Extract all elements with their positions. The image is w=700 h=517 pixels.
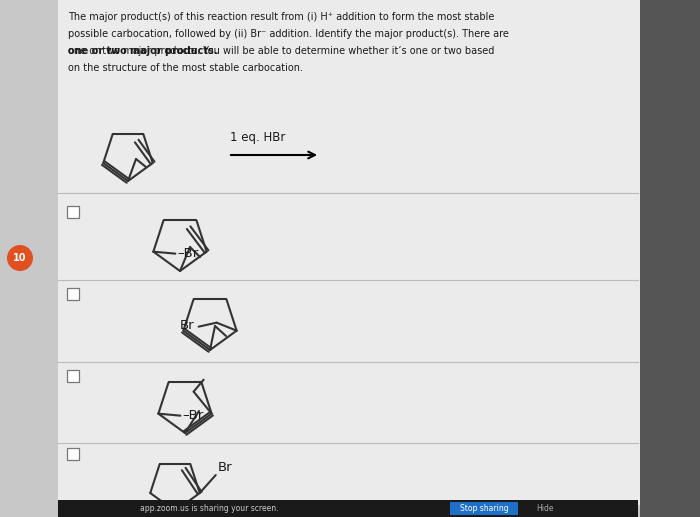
Bar	[67, 288, 79, 300]
Text: Stop sharing: Stop sharing	[460, 504, 508, 513]
Text: The major product(s) of this reaction result from (i) H⁺ addition to form the mo: The major product(s) of this reaction re…	[68, 12, 494, 22]
Text: Br: Br	[180, 319, 195, 332]
Text: app.zoom.us is sharing your screen.: app.zoom.us is sharing your screen.	[140, 504, 279, 513]
Bar	[0, 0, 58, 517]
Text: one or two major products. You will be able to determine whether it’s one or two: one or two major products. You will be a…	[68, 46, 494, 56]
Text: on the structure of the most stable carbocation.: on the structure of the most stable carb…	[68, 63, 303, 73]
Text: 1 eq. HBr: 1 eq. HBr	[230, 131, 286, 144]
Text: possible carbocation, followed by (ii) Br⁻ addition. Identify the major product(: possible carbocation, followed by (ii) B…	[68, 29, 509, 39]
Bar	[58, 500, 638, 517]
Text: –Br: –Br	[177, 247, 199, 260]
Text: –Br: –Br	[183, 409, 204, 422]
Bar	[67, 206, 79, 218]
Bar	[640, 0, 700, 517]
Bar	[67, 448, 79, 460]
Bar	[450, 502, 518, 515]
Text: Hide: Hide	[536, 504, 554, 513]
Text: one or two major products.: one or two major products.	[68, 46, 218, 56]
Bar	[67, 370, 79, 382]
Circle shape	[7, 245, 33, 271]
Text: Br: Br	[218, 461, 232, 474]
Text: 10: 10	[13, 253, 27, 263]
